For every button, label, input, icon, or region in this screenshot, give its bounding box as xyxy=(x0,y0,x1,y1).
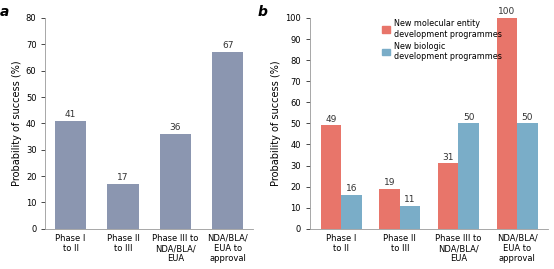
Bar xyxy=(160,134,191,229)
Text: 50: 50 xyxy=(522,113,533,122)
Text: 41: 41 xyxy=(65,110,76,119)
Text: 50: 50 xyxy=(463,113,474,122)
Bar xyxy=(55,121,86,229)
Bar xyxy=(517,123,537,229)
Text: 11: 11 xyxy=(404,195,416,204)
Bar xyxy=(496,18,517,229)
Legend: New molecular entity
development programmes, New biologic
development programmes: New molecular entity development program… xyxy=(381,18,503,63)
Bar xyxy=(379,189,400,229)
Text: 49: 49 xyxy=(325,115,337,124)
Y-axis label: Probability of success (%): Probability of success (%) xyxy=(271,61,281,186)
Text: 19: 19 xyxy=(384,178,396,187)
Bar xyxy=(321,126,341,229)
Text: 17: 17 xyxy=(117,173,129,182)
Bar xyxy=(341,195,362,229)
Bar xyxy=(438,164,459,229)
Text: 16: 16 xyxy=(346,184,357,193)
Text: 100: 100 xyxy=(498,7,515,16)
Bar xyxy=(212,52,243,229)
Text: 36: 36 xyxy=(170,123,181,132)
Text: 31: 31 xyxy=(443,153,454,162)
Bar xyxy=(459,123,479,229)
Bar xyxy=(107,184,138,229)
Text: b: b xyxy=(258,5,268,19)
Bar xyxy=(400,206,420,229)
Text: 67: 67 xyxy=(222,41,233,50)
Y-axis label: Probability of success (%): Probability of success (%) xyxy=(12,61,22,186)
Text: a: a xyxy=(0,5,9,19)
